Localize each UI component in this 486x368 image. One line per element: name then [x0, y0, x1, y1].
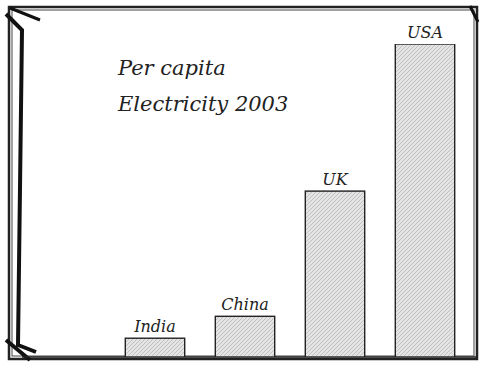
bars — [125, 44, 454, 357]
bar — [395, 44, 454, 357]
title-line: Per capita — [117, 56, 226, 80]
bar — [125, 338, 184, 357]
frame-scribble — [6, 14, 36, 360]
category-label: China — [221, 295, 269, 314]
category-label: UK — [322, 170, 348, 189]
bar — [215, 316, 274, 357]
frame-inner — [12, 10, 474, 356]
title-line: Electricity 2003 — [117, 92, 288, 116]
frame-scribble — [10, 6, 478, 22]
chart: Per capita Electricity 2003 India China UK US… — [0, 0, 486, 368]
category-label: India — [133, 317, 176, 336]
category-labels: India China UK USA — [133, 23, 443, 336]
frame — [9, 7, 477, 359]
title: Per capita Electricity 2003 — [117, 56, 288, 116]
bar — [305, 191, 364, 357]
category-label: USA — [407, 23, 443, 42]
